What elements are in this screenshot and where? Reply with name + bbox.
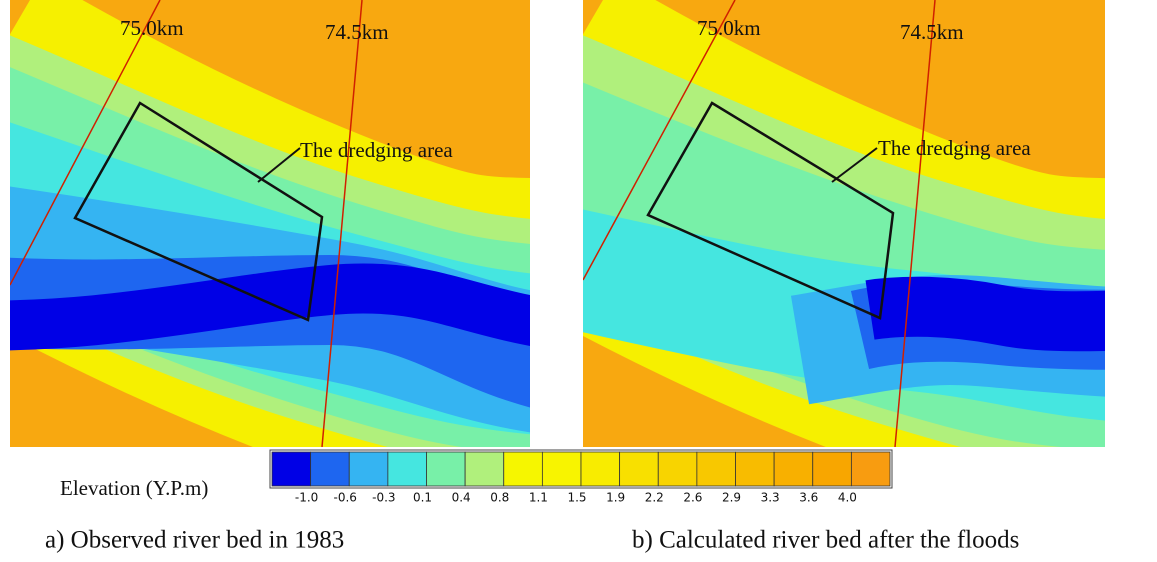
- colorbar-tick: 2.2: [645, 491, 664, 505]
- colorbar-label: Elevation (Y.P.m): [60, 476, 208, 500]
- colorbar: -1.0 -0.6 -0.3 0.1 0.4 0.8 1.1 1.5 1.9 2.2 2.6 2.9 3…: [269, 449, 893, 505]
- colorbar-tick: 0.4: [452, 491, 471, 505]
- colorbar-cell: [426, 451, 466, 487]
- colorbar-cell: [580, 451, 621, 487]
- colorbar-cell: [348, 451, 389, 487]
- colorbar-tick: 1.9: [606, 491, 625, 505]
- colorbar-tick: 4.0: [838, 491, 857, 505]
- colorbar-cell: [387, 451, 427, 487]
- annotation: The dredging area: [300, 138, 453, 162]
- section-label: 74.5km: [900, 20, 964, 44]
- colorbar-tick: 2.6: [683, 491, 702, 505]
- colorbar-tick: 3.6: [799, 491, 818, 505]
- colorbar-cell: [657, 451, 698, 487]
- section-label: 75.0km: [120, 16, 184, 40]
- colorbar-cell: [696, 451, 736, 487]
- colorbar-tick: -0.3: [372, 491, 395, 505]
- caption: b) Calculated river bed after the floods: [632, 527, 1019, 554]
- colorbar-tick: -0.6: [334, 491, 357, 505]
- annotation: The dredging area: [878, 136, 1031, 160]
- colorbar-tick: 0.8: [490, 491, 509, 505]
- colorbar-tick: 1.1: [529, 491, 548, 505]
- colorbar-cell: [735, 451, 775, 487]
- colorbar-cell: [271, 451, 312, 487]
- colorbar-cell: [773, 451, 814, 487]
- colorbar-cell: [310, 451, 350, 487]
- colorbar-cell: [619, 451, 659, 487]
- contour-map-a: [10, 0, 530, 465]
- colorbar-cell: [541, 451, 582, 487]
- colorbar-cell: [850, 451, 891, 487]
- section-label: 74.5km: [325, 20, 389, 44]
- colorbar-tick: 2.9: [722, 491, 741, 505]
- colorbar-tick: 3.3: [761, 491, 780, 505]
- caption: a) Observed river bed in 1983: [45, 527, 344, 554]
- contour-map-b: [583, 0, 1105, 447]
- colorbar-cell: [503, 451, 543, 487]
- section-label: 75.0km: [697, 16, 761, 40]
- colorbar-cell: [464, 451, 505, 487]
- colorbar-tick: 1.5: [567, 491, 586, 505]
- colorbar-cell: [812, 451, 852, 487]
- colorbar-tick: 0.1: [413, 491, 432, 505]
- colorbar-tick: -1.0: [295, 491, 318, 505]
